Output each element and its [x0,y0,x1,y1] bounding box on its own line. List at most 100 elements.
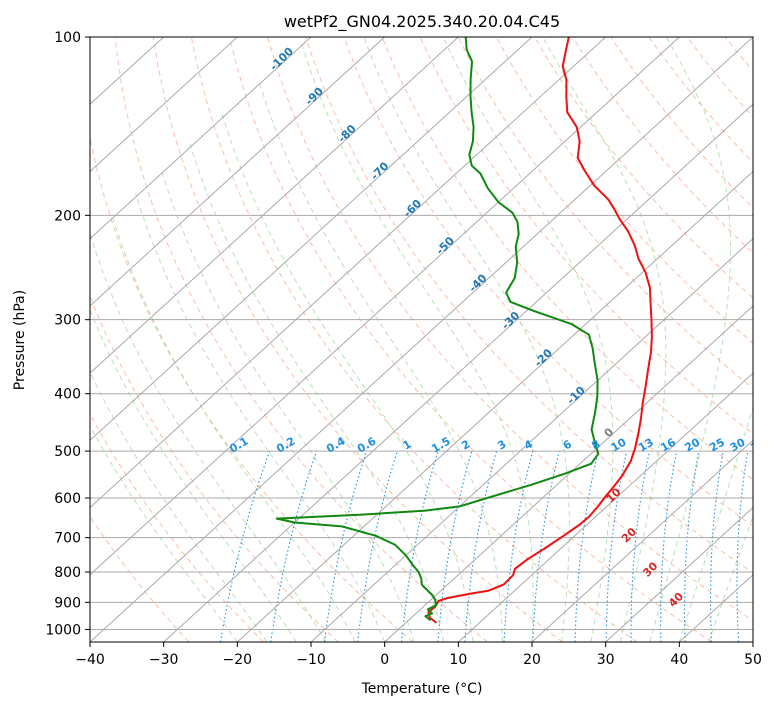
moist-adiabats [90,37,753,642]
moist-adiabat [221,112,474,642]
line-labels: 0.1 0.2 0.4 0.6 1 1.5 2 3 4 6 8 10 13 16 20 25 30 36-100-… [227,44,753,610]
mixing-ratio-line [710,451,724,642]
isotherm-label: -10 [564,383,587,406]
moist-adiabat-label: 30 [640,559,660,579]
isotherm-label: -70 [368,159,391,182]
isotherm-line [90,37,459,374]
x-tick-label: −40 [75,652,105,668]
isotherm-line [457,372,753,642]
mixing-ratio-line [270,450,318,642]
isotherm-label: -50 [434,234,457,257]
isotherm-line [752,641,753,642]
mixing-ratio-line [464,450,498,642]
isotherm-line [531,439,753,642]
moist-adiabat [111,213,356,642]
isotherm-label: -30 [499,309,522,332]
mixing-ratio-label: 6 [561,437,574,452]
moist-adiabat [300,41,534,642]
y-tick-label: 100 [54,30,81,46]
dry-adiabat [495,37,753,344]
dry-adiabat [267,37,753,622]
chart-title: wetPf2_GN04.2025.340.20.04.C45 [284,12,560,32]
isotherm-line [310,237,753,642]
moist-adiabat [90,424,238,642]
isotherm-line [90,37,533,442]
y-tick-label: 900 [54,595,81,611]
dry-adiabat [305,37,753,574]
mixing-ratio-label: 2 [459,438,472,453]
y-tick-label: 200 [54,208,81,224]
dry-adiabat [90,295,339,642]
mixing-ratio-label: 25 [707,436,727,455]
y-tick-label: 700 [54,531,81,547]
dry-adiabat [90,412,264,642]
x-tick-label: 20 [523,652,541,668]
isotherm-line [90,37,753,642]
dry-adiabat [90,135,414,642]
mixing-ratio-line [605,450,628,642]
dewpoint-profile-line [275,37,600,622]
dry-adiabat [90,515,190,642]
dry-adiabat [190,37,638,642]
mixing-ratio-line [630,450,651,642]
x-tick-label: 0 [380,652,389,668]
isotherm-label: -20 [532,346,555,369]
x-tick-label: 30 [597,652,615,668]
isotherm-line [90,37,238,173]
isotherm-line [90,37,386,307]
y-tick-label: 800 [54,565,81,581]
mixing-ratio-label: 13 [636,436,656,455]
dry-adiabat [229,37,712,642]
mixing-ratio-lines [219,450,769,642]
y-tick-label: 600 [54,491,81,507]
moist-adiabat [90,233,327,642]
y-tick-label: 500 [54,444,81,460]
isotherm-line [90,37,607,509]
x-tick-label: −10 [296,652,326,668]
mixing-ratio-line [660,450,678,642]
isobar-gridlines [90,37,753,630]
mixing-ratio-line [437,450,473,642]
mixing-ratio-label: 30 [728,435,748,454]
moist-adiabat-label: 20 [619,525,639,545]
sounding-profiles [275,37,653,624]
mixing-ratio-line [219,450,271,642]
x-tick-label: 10 [449,652,467,668]
y-tick-label: 1000 [45,622,81,638]
dry-adiabat [610,37,753,209]
plot-area: 0.1 0.2 0.4 0.6 1 1.5 2 3 4 6 8 10 13 16 20 25 30 36-100-… [90,37,769,642]
mixing-ratio-label: 3 [495,438,508,453]
isotherm-line [236,170,753,642]
moist-adiabat [258,82,503,642]
isotherm-gridlines [90,37,753,642]
mixing-ratio-line [323,450,368,642]
x-tick-label: 40 [670,652,688,668]
moist-adiabat-label: 40 [666,590,686,610]
isotherm-line [90,37,312,240]
dry-adiabat [534,37,753,299]
y-tick-label: 400 [54,387,81,403]
moist-adiabat [189,142,445,642]
y-axis-label: Pressure (hPa) [12,290,28,390]
x-axis: −40 −30 −20 −10 0 10 20 30 40 50 [75,642,762,668]
mixing-ratio-label: 0.6 [355,434,379,455]
moist-adiabat-label: 10 [604,485,624,505]
moist-adiabat [90,308,297,642]
moist-adiabat [90,370,268,642]
isotherm-line [384,305,753,642]
mixing-ratio-line [532,450,560,642]
moist-adiabat [708,514,753,642]
moist-adiabat [442,37,614,642]
isotherm-line [90,37,680,576]
dry-adiabat [572,37,753,254]
mixing-ratio-line [759,451,769,642]
isotherm-label: -80 [335,122,358,145]
mixing-ratio-label: 1.5 [429,435,452,456]
temperature-profile-line [427,37,653,624]
dry-adiabat [381,37,753,481]
x-tick-label: −20 [223,652,253,668]
plot-frame [89,36,754,643]
dry-adiabat [724,37,753,72]
moist-adiabat [160,167,415,642]
